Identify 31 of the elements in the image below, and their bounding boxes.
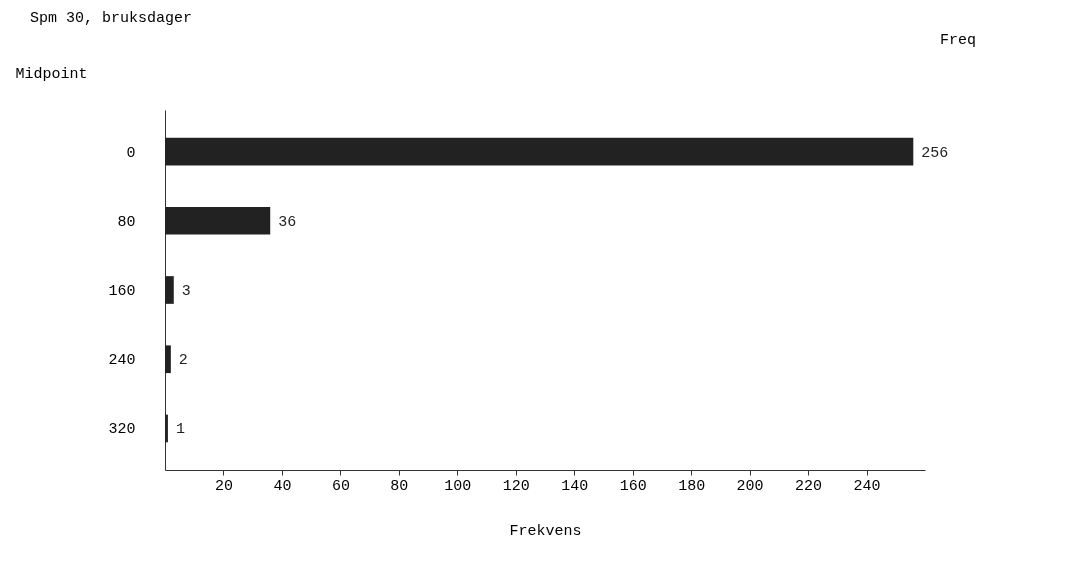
data-label: 36 bbox=[278, 213, 297, 231]
x-tick-label: 160 bbox=[619, 477, 647, 495]
x-tick-label: 240 bbox=[853, 477, 881, 495]
data-label: 1 bbox=[175, 421, 185, 439]
y-tick-label: 160 bbox=[108, 283, 136, 300]
bar bbox=[165, 137, 914, 166]
x-tick-label: 120 bbox=[502, 477, 530, 495]
chart-title: Spm 30, bruksdager bbox=[30, 10, 193, 27]
x-tick-label: 20 bbox=[214, 477, 233, 495]
bar bbox=[165, 206, 271, 235]
x-tick-label: 80 bbox=[390, 477, 409, 495]
x-tick-label: 180 bbox=[678, 477, 706, 495]
y-tick-label: 80 bbox=[117, 213, 136, 231]
y-tick-label: 240 bbox=[108, 352, 136, 370]
y-tick-label: 0 bbox=[126, 144, 136, 162]
bar bbox=[165, 276, 174, 304]
data-label: 2 bbox=[178, 352, 188, 370]
x-tick-label: 40 bbox=[273, 477, 292, 495]
text: Freq bbox=[939, 32, 976, 49]
data-label: 3 bbox=[181, 283, 191, 300]
x-tick-label: 100 bbox=[444, 477, 472, 495]
y-tick-label: 320 bbox=[108, 421, 136, 439]
bar bbox=[165, 414, 168, 443]
x-tick-label: 200 bbox=[736, 477, 764, 495]
data-label: 256 bbox=[921, 144, 949, 162]
x-tick-label: 140 bbox=[561, 477, 589, 495]
x-tick-label: 60 bbox=[331, 477, 350, 495]
x-tick-label: 220 bbox=[795, 477, 823, 495]
x-axis-title: Frekvens bbox=[509, 522, 582, 540]
bar bbox=[165, 345, 171, 374]
y-axis-title: Midpoint bbox=[15, 65, 88, 83]
